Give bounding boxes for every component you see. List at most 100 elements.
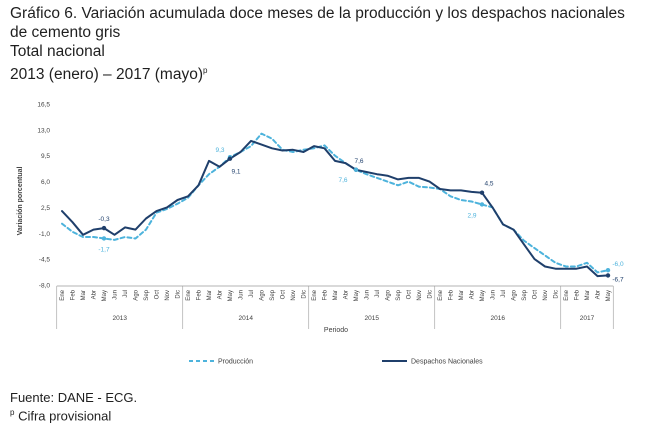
x-tick-label: Jul (375, 290, 381, 298)
x-tick-label: Nov (543, 290, 549, 301)
x-tick-label: Jul (123, 290, 129, 298)
x-tick-label: Abr (470, 290, 476, 299)
series-group (61, 132, 609, 278)
data-point-marker (101, 236, 107, 241)
x-tick-label: Ene (60, 289, 66, 300)
x-tick-label: Jun (365, 290, 371, 300)
x-tick-label: Sep (144, 289, 150, 300)
data-label: -1,7 (98, 246, 110, 253)
x-tick-label: Ene (564, 289, 570, 300)
chart-period: 2013 (enero) – 2017 (mayo)p (10, 61, 660, 84)
year-label: 2017 (580, 315, 595, 322)
x-tick-label: Feb (71, 289, 77, 300)
x-tick-label: Abr (596, 290, 602, 299)
x-tick-label: Abr (218, 290, 224, 299)
y-tick-label: -1,0 (39, 231, 51, 238)
year-label: 2015 (365, 315, 380, 322)
x-tick-label: Oct (533, 290, 539, 300)
despachos-line (61, 139, 609, 278)
data-point-marker (479, 202, 485, 207)
x-tick-label: Nov (291, 290, 297, 301)
x-tick-label: Dic (428, 290, 434, 299)
data-point-marker (353, 167, 359, 172)
y-tick-label: 16,5 (37, 102, 50, 109)
data-label: 9,1 (231, 169, 240, 176)
data-point-marker (479, 190, 485, 195)
x-tick-label: Ago (386, 289, 392, 300)
data-label: 4,5 (484, 181, 493, 188)
provisional-text: Cifra provisional (14, 408, 112, 424)
y-tick-label: 9,5 (41, 153, 50, 160)
provisional-superscript: p (10, 408, 15, 417)
chart-subtitle: Total nacional (10, 43, 105, 60)
x-tick-label: Jul (501, 290, 507, 298)
x-tick-label: Oct (155, 290, 161, 300)
x-tick-label: Mar (585, 290, 591, 300)
x-tick-label: Ene (438, 289, 444, 300)
year-label: 2014 (239, 315, 254, 322)
y-tick-label: -4,5 (39, 257, 51, 264)
y-axis: 16,5 13,0 9,5 6,0 2,5 -1,0 -4,5 -8,0 (37, 102, 50, 290)
data-label: -6,7 (612, 276, 624, 283)
data-label: 7,6 (338, 177, 347, 184)
source-note: Fuente: DANE - ECG. (10, 390, 138, 405)
y-tick-label: -8,0 (39, 283, 51, 290)
produccion-line (61, 132, 609, 274)
data-point-marker (605, 268, 611, 273)
x-tick-label: Ago (134, 289, 140, 300)
legend-produccion-label: Producción (218, 359, 253, 366)
x-tick-label: Dic (176, 290, 182, 299)
legend: Producción Despachos Nacionales (189, 359, 483, 366)
x-tick-label: Nov (165, 290, 171, 301)
x-tick-label: Feb (197, 289, 203, 300)
y-tick-label: 2,5 (41, 205, 50, 212)
chart-heading: Gráfico 6. Variación acumulada doce mese… (10, 4, 660, 84)
x-tick-label: Mar (333, 290, 339, 300)
x-tick-label: Jun (491, 290, 497, 300)
x-tick-label: Jul (249, 290, 255, 298)
data-point-marker (605, 273, 611, 278)
x-tick-label: Abr (344, 290, 350, 299)
x-tick-label: Jun (113, 290, 119, 300)
x-tick-label: Sep (522, 289, 528, 300)
data-label: 7,6 (354, 158, 363, 165)
period-text: 2013 (enero) – 2017 (mayo) (10, 66, 204, 84)
data-label: -0,3 (98, 216, 110, 223)
x-tick-label: Feb (449, 289, 455, 300)
x-tick-label: Jun (239, 290, 245, 300)
y-axis-label: Variación porcentual (17, 167, 24, 236)
data-label: 2,9 (467, 212, 476, 219)
x-axis: Ene Feb Mar Abr May Jun Jul Ago Sep Oct Nov Dic Ene F… (56, 285, 614, 329)
x-tick-label: May (102, 290, 108, 301)
annotation-group: -0,3 -1,7 9,3 9,1 7,6 7,6 4,5 2,9 -6,0 -6,7 (98, 147, 624, 283)
year-label: 2016 (491, 315, 506, 322)
data-point-marker (227, 156, 233, 161)
x-axis-label: Periodo (324, 327, 348, 334)
x-tick-label: Oct (407, 290, 413, 300)
y-tick-label: 6,0 (41, 179, 50, 186)
x-tick-label: May (480, 290, 486, 301)
period-superscript: p (203, 66, 208, 75)
x-tick-label: Ene (186, 289, 192, 300)
x-tick-label: Nov (417, 290, 423, 301)
x-tick-label: Abr (92, 290, 98, 299)
data-label: -6,0 (612, 261, 624, 268)
x-tick-label: Sep (396, 289, 402, 300)
x-tick-label: May (228, 290, 234, 301)
x-tick-label: May (606, 290, 612, 301)
chart-title-line-1: Gráfico 6. Variación acumulada doce mese… (10, 5, 625, 22)
x-tick-label: Dic (302, 290, 308, 299)
x-tick-label: Feb (575, 289, 581, 300)
x-tick-label: Mar (207, 290, 213, 300)
x-tick-label: Ene (312, 289, 318, 300)
x-tick-label: Mar (459, 290, 465, 300)
x-tick-label: Dic (554, 290, 560, 299)
x-tick-label: Feb (323, 289, 329, 300)
line-chart: 16,5 13,0 9,5 6,0 2,5 -1,0 -4,5 -8,0 Variación … (17, 102, 624, 366)
x-tick-label: May (354, 290, 360, 301)
data-label: 9,3 (215, 147, 224, 154)
x-tick-label: Mar (81, 290, 87, 300)
x-tick-label: Ago (260, 289, 266, 300)
x-tick-label: Ago (512, 289, 518, 300)
legend-despachos-label: Despachos Nacionales (411, 359, 483, 366)
